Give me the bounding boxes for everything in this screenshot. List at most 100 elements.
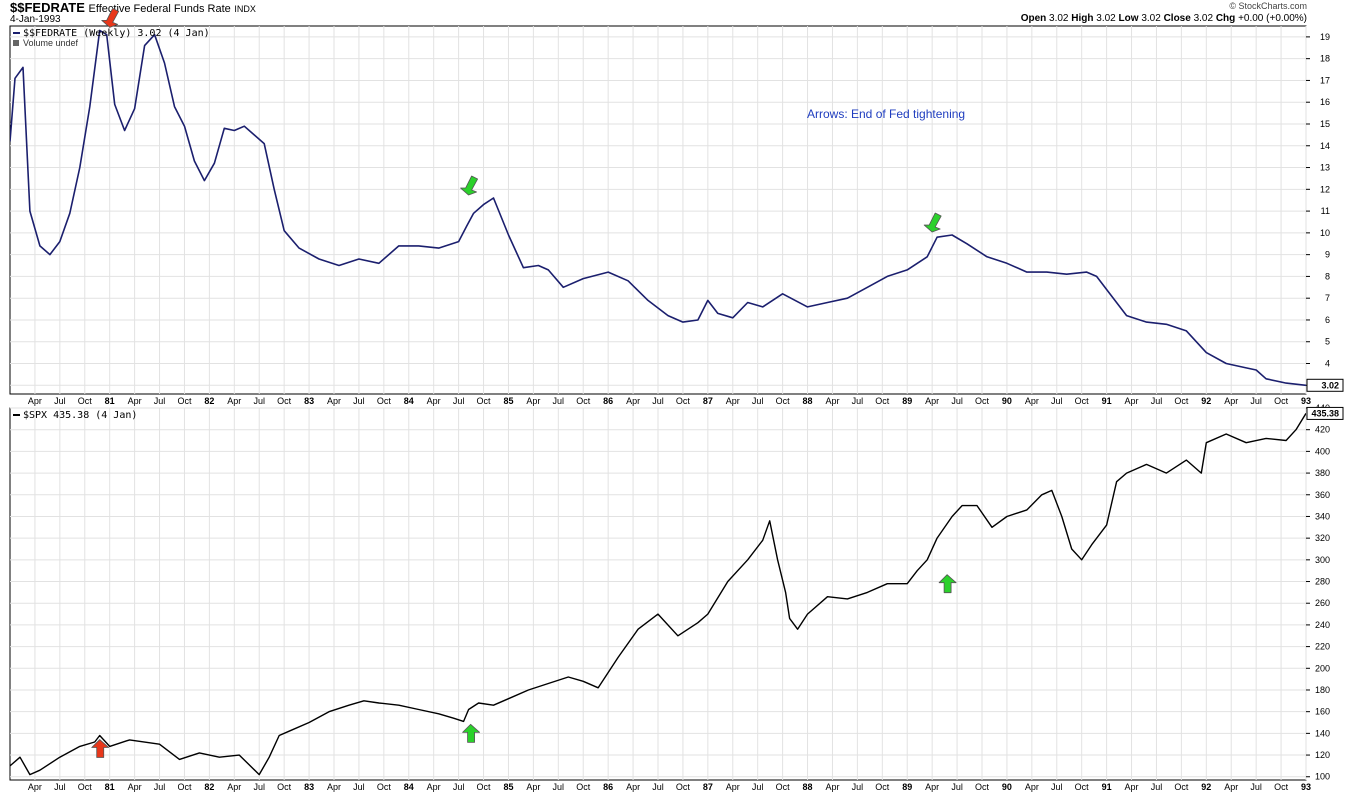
annotation-text: Arrows: End of Fed tightening xyxy=(807,107,965,121)
ohlc-low-value: 3.02 xyxy=(1141,13,1161,24)
ohlc-chg-label: Chg xyxy=(1215,13,1236,24)
x-tick-label: Oct xyxy=(576,782,591,792)
x-tick-label: 81 xyxy=(105,396,115,406)
x-tick-label: Jul xyxy=(353,782,365,792)
x-tick-label: Apr xyxy=(526,396,540,406)
x-tick-label: 92 xyxy=(1201,396,1211,406)
x-tick-label: 91 xyxy=(1102,782,1112,792)
y-tick-label: 340 xyxy=(1315,511,1330,521)
x-tick-label: Jul xyxy=(154,782,166,792)
x-tick-label: Apr xyxy=(1125,396,1139,406)
x-tick-label: 83 xyxy=(304,782,314,792)
red-arrow-icon xyxy=(101,7,120,28)
ohlc-high-value: 3.02 xyxy=(1096,13,1116,24)
fedrate-series-line xyxy=(10,29,1306,387)
y-tick-label: 7 xyxy=(1325,293,1330,303)
y-tick-label: 420 xyxy=(1315,425,1330,435)
x-tick-label: Oct xyxy=(377,782,392,792)
y-tick-label: 10 xyxy=(1320,228,1330,238)
brand-label: © StockCharts.com xyxy=(1229,1,1307,11)
ohlc-low-label: Low xyxy=(1118,13,1139,24)
x-tick-label: 90 xyxy=(1002,396,1012,406)
fedrate-last-value: 3.02 xyxy=(1321,380,1339,390)
x-tick-label: 89 xyxy=(902,396,912,406)
x-tick-label: Oct xyxy=(277,396,292,406)
x-tick-label: Oct xyxy=(1075,782,1090,792)
y-tick-label: 8 xyxy=(1325,271,1330,281)
x-tick-label: Apr xyxy=(128,782,142,792)
fedrate-last-value-box xyxy=(1306,378,1344,392)
x-tick-label: Apr xyxy=(28,782,42,792)
x-tick-label: Oct xyxy=(776,396,791,406)
x-tick-label: Apr xyxy=(925,782,939,792)
x-tick-label: Apr xyxy=(1224,782,1238,792)
x-tick-label: Oct xyxy=(78,396,93,406)
x-tick-label: Oct xyxy=(1274,782,1289,792)
y-tick-label: 220 xyxy=(1315,642,1330,652)
y-tick-label: 9 xyxy=(1325,250,1330,260)
y-tick-label: 260 xyxy=(1315,598,1330,608)
x-tick-label: 86 xyxy=(603,396,613,406)
x-tick-label: Oct xyxy=(776,782,791,792)
x-tick-label: Jul xyxy=(154,396,166,406)
fedrate-legend-label: $$FEDRATE (Weekly) 3.02 (4 Jan) xyxy=(23,28,210,39)
y-tick-label: 19 xyxy=(1320,32,1330,42)
spx-last-value-box xyxy=(1306,406,1344,420)
x-tick-label: Apr xyxy=(726,782,740,792)
x-tick-label: Apr xyxy=(227,396,241,406)
x-tick-label: Apr xyxy=(427,782,441,792)
x-tick-label: 86 xyxy=(603,782,613,792)
volume-icon xyxy=(13,40,19,46)
x-tick-label: 85 xyxy=(503,782,513,792)
y-tick-label: 360 xyxy=(1315,490,1330,500)
x-tick-label: Apr xyxy=(227,782,241,792)
x-tick-label: Jul xyxy=(652,396,664,406)
x-tick-label: Oct xyxy=(277,782,292,792)
x-tick-label: Jul xyxy=(852,396,864,406)
spx-last-value: 435.38 xyxy=(1311,408,1339,418)
y-tick-label: 11 xyxy=(1321,206,1330,216)
x-tick-label: 87 xyxy=(703,782,713,792)
x-tick-label: 84 xyxy=(404,782,414,792)
y-tick-label: 100 xyxy=(1315,772,1330,782)
x-tick-label: Jul xyxy=(1051,396,1063,406)
x-tick-label: 88 xyxy=(803,396,813,406)
x-tick-label: Jul xyxy=(353,396,365,406)
x-tick-label: Jul xyxy=(1151,782,1163,792)
y-tick-label: 12 xyxy=(1320,184,1330,194)
y-tick-label: 16 xyxy=(1320,97,1330,107)
x-tick-label: Oct xyxy=(177,782,192,792)
y-tick-label: 240 xyxy=(1315,620,1330,630)
x-tick-label: Apr xyxy=(1025,396,1039,406)
x-tick-label: Oct xyxy=(875,396,890,406)
x-tick-label: Apr xyxy=(128,396,142,406)
green-arrow-icon xyxy=(938,574,957,594)
x-tick-label: Oct xyxy=(1174,396,1189,406)
x-tick-label: 82 xyxy=(204,396,214,406)
y-tick-label: 160 xyxy=(1315,707,1330,717)
x-tick-label: 93 xyxy=(1301,782,1311,792)
green-arrow-icon xyxy=(460,175,478,196)
x-tick-label: Apr xyxy=(726,396,740,406)
ticker-name: Effective Federal Funds Rate xyxy=(88,3,231,15)
x-tick-label: Jul xyxy=(553,782,565,792)
x-tick-label: Jul xyxy=(752,396,764,406)
x-tick-label: Oct xyxy=(1075,396,1090,406)
red-arrow-icon xyxy=(91,739,110,758)
y-tick-label: 280 xyxy=(1315,577,1330,587)
y-tick-label: 5 xyxy=(1325,337,1330,347)
y-tick-label: 180 xyxy=(1315,685,1330,695)
ohlc-readout: Open 3.02 High 3.02 Low 3.02 Close 3.02 … xyxy=(1021,13,1307,24)
x-tick-label: Oct xyxy=(78,782,93,792)
x-tick-label: Jul xyxy=(553,396,565,406)
x-tick-label: 92 xyxy=(1201,782,1211,792)
x-tick-label: Jul xyxy=(752,782,764,792)
x-tick-label: Jul xyxy=(253,396,265,406)
ohlc-close-label: Close xyxy=(1163,13,1191,24)
x-tick-label: Jul xyxy=(1051,782,1063,792)
x-tick-label: Oct xyxy=(875,782,890,792)
y-tick-label: 140 xyxy=(1315,728,1330,738)
x-tick-label: 83 xyxy=(304,396,314,406)
ticker-index: INDX xyxy=(234,4,256,14)
